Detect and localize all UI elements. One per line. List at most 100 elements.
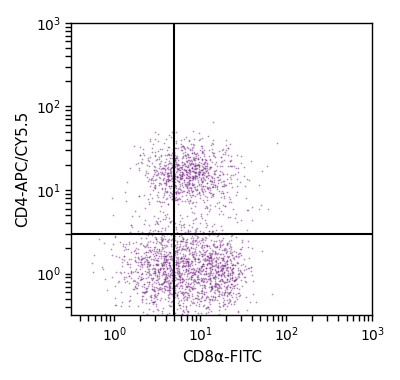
Point xyxy=(196,170,202,176)
Point xyxy=(171,222,177,228)
Point xyxy=(191,174,197,180)
Point xyxy=(189,266,195,272)
Point xyxy=(202,269,209,275)
Point xyxy=(190,253,196,259)
Point xyxy=(177,274,184,280)
Point xyxy=(222,262,228,268)
Point xyxy=(164,274,170,280)
Point xyxy=(189,150,195,156)
Point xyxy=(162,212,168,218)
Point xyxy=(173,245,179,251)
Point xyxy=(222,149,228,155)
Point xyxy=(208,285,215,291)
Point xyxy=(184,258,190,264)
Point xyxy=(126,241,133,247)
Point xyxy=(185,177,192,184)
Point xyxy=(171,170,178,176)
Point xyxy=(204,294,211,300)
Point xyxy=(187,154,194,160)
Point xyxy=(188,224,195,230)
Point xyxy=(207,165,214,171)
Point xyxy=(159,272,165,278)
Point xyxy=(227,269,233,275)
Point xyxy=(127,229,133,235)
Point xyxy=(181,172,187,178)
Point xyxy=(204,160,210,166)
Point xyxy=(144,310,151,317)
Point xyxy=(175,162,181,168)
Point xyxy=(138,258,144,264)
Point xyxy=(171,310,178,316)
Point xyxy=(185,259,192,265)
Point xyxy=(157,218,164,224)
Point xyxy=(211,289,217,295)
Point xyxy=(178,233,184,239)
Point xyxy=(182,241,188,247)
Point xyxy=(192,169,198,175)
Point xyxy=(187,174,194,180)
Point xyxy=(180,276,186,282)
Point xyxy=(194,171,201,177)
Point xyxy=(217,176,223,182)
Point xyxy=(167,152,174,158)
Point xyxy=(159,165,166,171)
Point xyxy=(168,176,174,182)
Point xyxy=(217,264,224,270)
Point xyxy=(153,294,159,300)
Point xyxy=(221,269,228,275)
Point xyxy=(238,246,244,252)
Point xyxy=(151,227,158,233)
Point xyxy=(172,189,178,195)
Point xyxy=(199,145,205,151)
Point xyxy=(169,175,176,181)
Point xyxy=(198,309,205,315)
Point xyxy=(191,184,197,190)
Point xyxy=(219,247,225,253)
Point xyxy=(148,176,155,182)
Point xyxy=(170,181,177,187)
Point xyxy=(225,180,232,187)
Point xyxy=(201,297,207,303)
Point xyxy=(173,161,180,167)
Point xyxy=(221,272,227,279)
Point xyxy=(148,180,154,186)
Point xyxy=(212,290,218,296)
Point xyxy=(226,163,233,169)
Point xyxy=(153,280,159,286)
Point xyxy=(188,284,194,290)
Point xyxy=(188,168,195,174)
Point xyxy=(236,271,242,277)
Point xyxy=(180,177,187,183)
Point xyxy=(210,294,216,300)
Point xyxy=(154,156,160,162)
Point xyxy=(229,281,236,287)
Point xyxy=(161,268,168,274)
Point xyxy=(174,280,181,286)
Point xyxy=(163,181,169,187)
Point xyxy=(163,253,170,259)
Point xyxy=(153,252,159,258)
Point xyxy=(259,168,265,174)
Point xyxy=(168,280,174,287)
Point xyxy=(166,249,172,255)
Point xyxy=(148,286,155,292)
Point xyxy=(193,173,200,179)
Point xyxy=(154,306,160,312)
Point xyxy=(199,268,206,274)
Point xyxy=(228,258,235,264)
Point xyxy=(210,191,216,197)
Point xyxy=(169,272,175,278)
Point xyxy=(192,169,198,175)
Point xyxy=(204,304,210,310)
Point xyxy=(220,270,227,276)
Point xyxy=(214,293,221,299)
Point xyxy=(134,280,141,287)
Point xyxy=(208,296,215,302)
Point xyxy=(215,250,222,256)
Point xyxy=(194,273,200,279)
Point xyxy=(200,256,206,262)
Point xyxy=(167,263,173,269)
Point xyxy=(199,187,205,193)
Point xyxy=(215,264,221,271)
Point xyxy=(180,171,186,177)
